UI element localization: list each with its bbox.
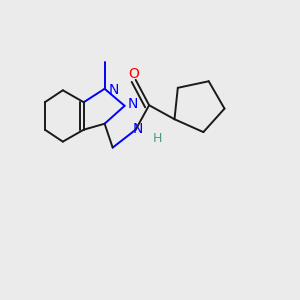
Text: N: N bbox=[108, 83, 119, 97]
Text: O: O bbox=[129, 68, 140, 82]
Text: H: H bbox=[152, 132, 162, 145]
Text: N: N bbox=[128, 97, 138, 111]
Text: N: N bbox=[133, 122, 143, 136]
